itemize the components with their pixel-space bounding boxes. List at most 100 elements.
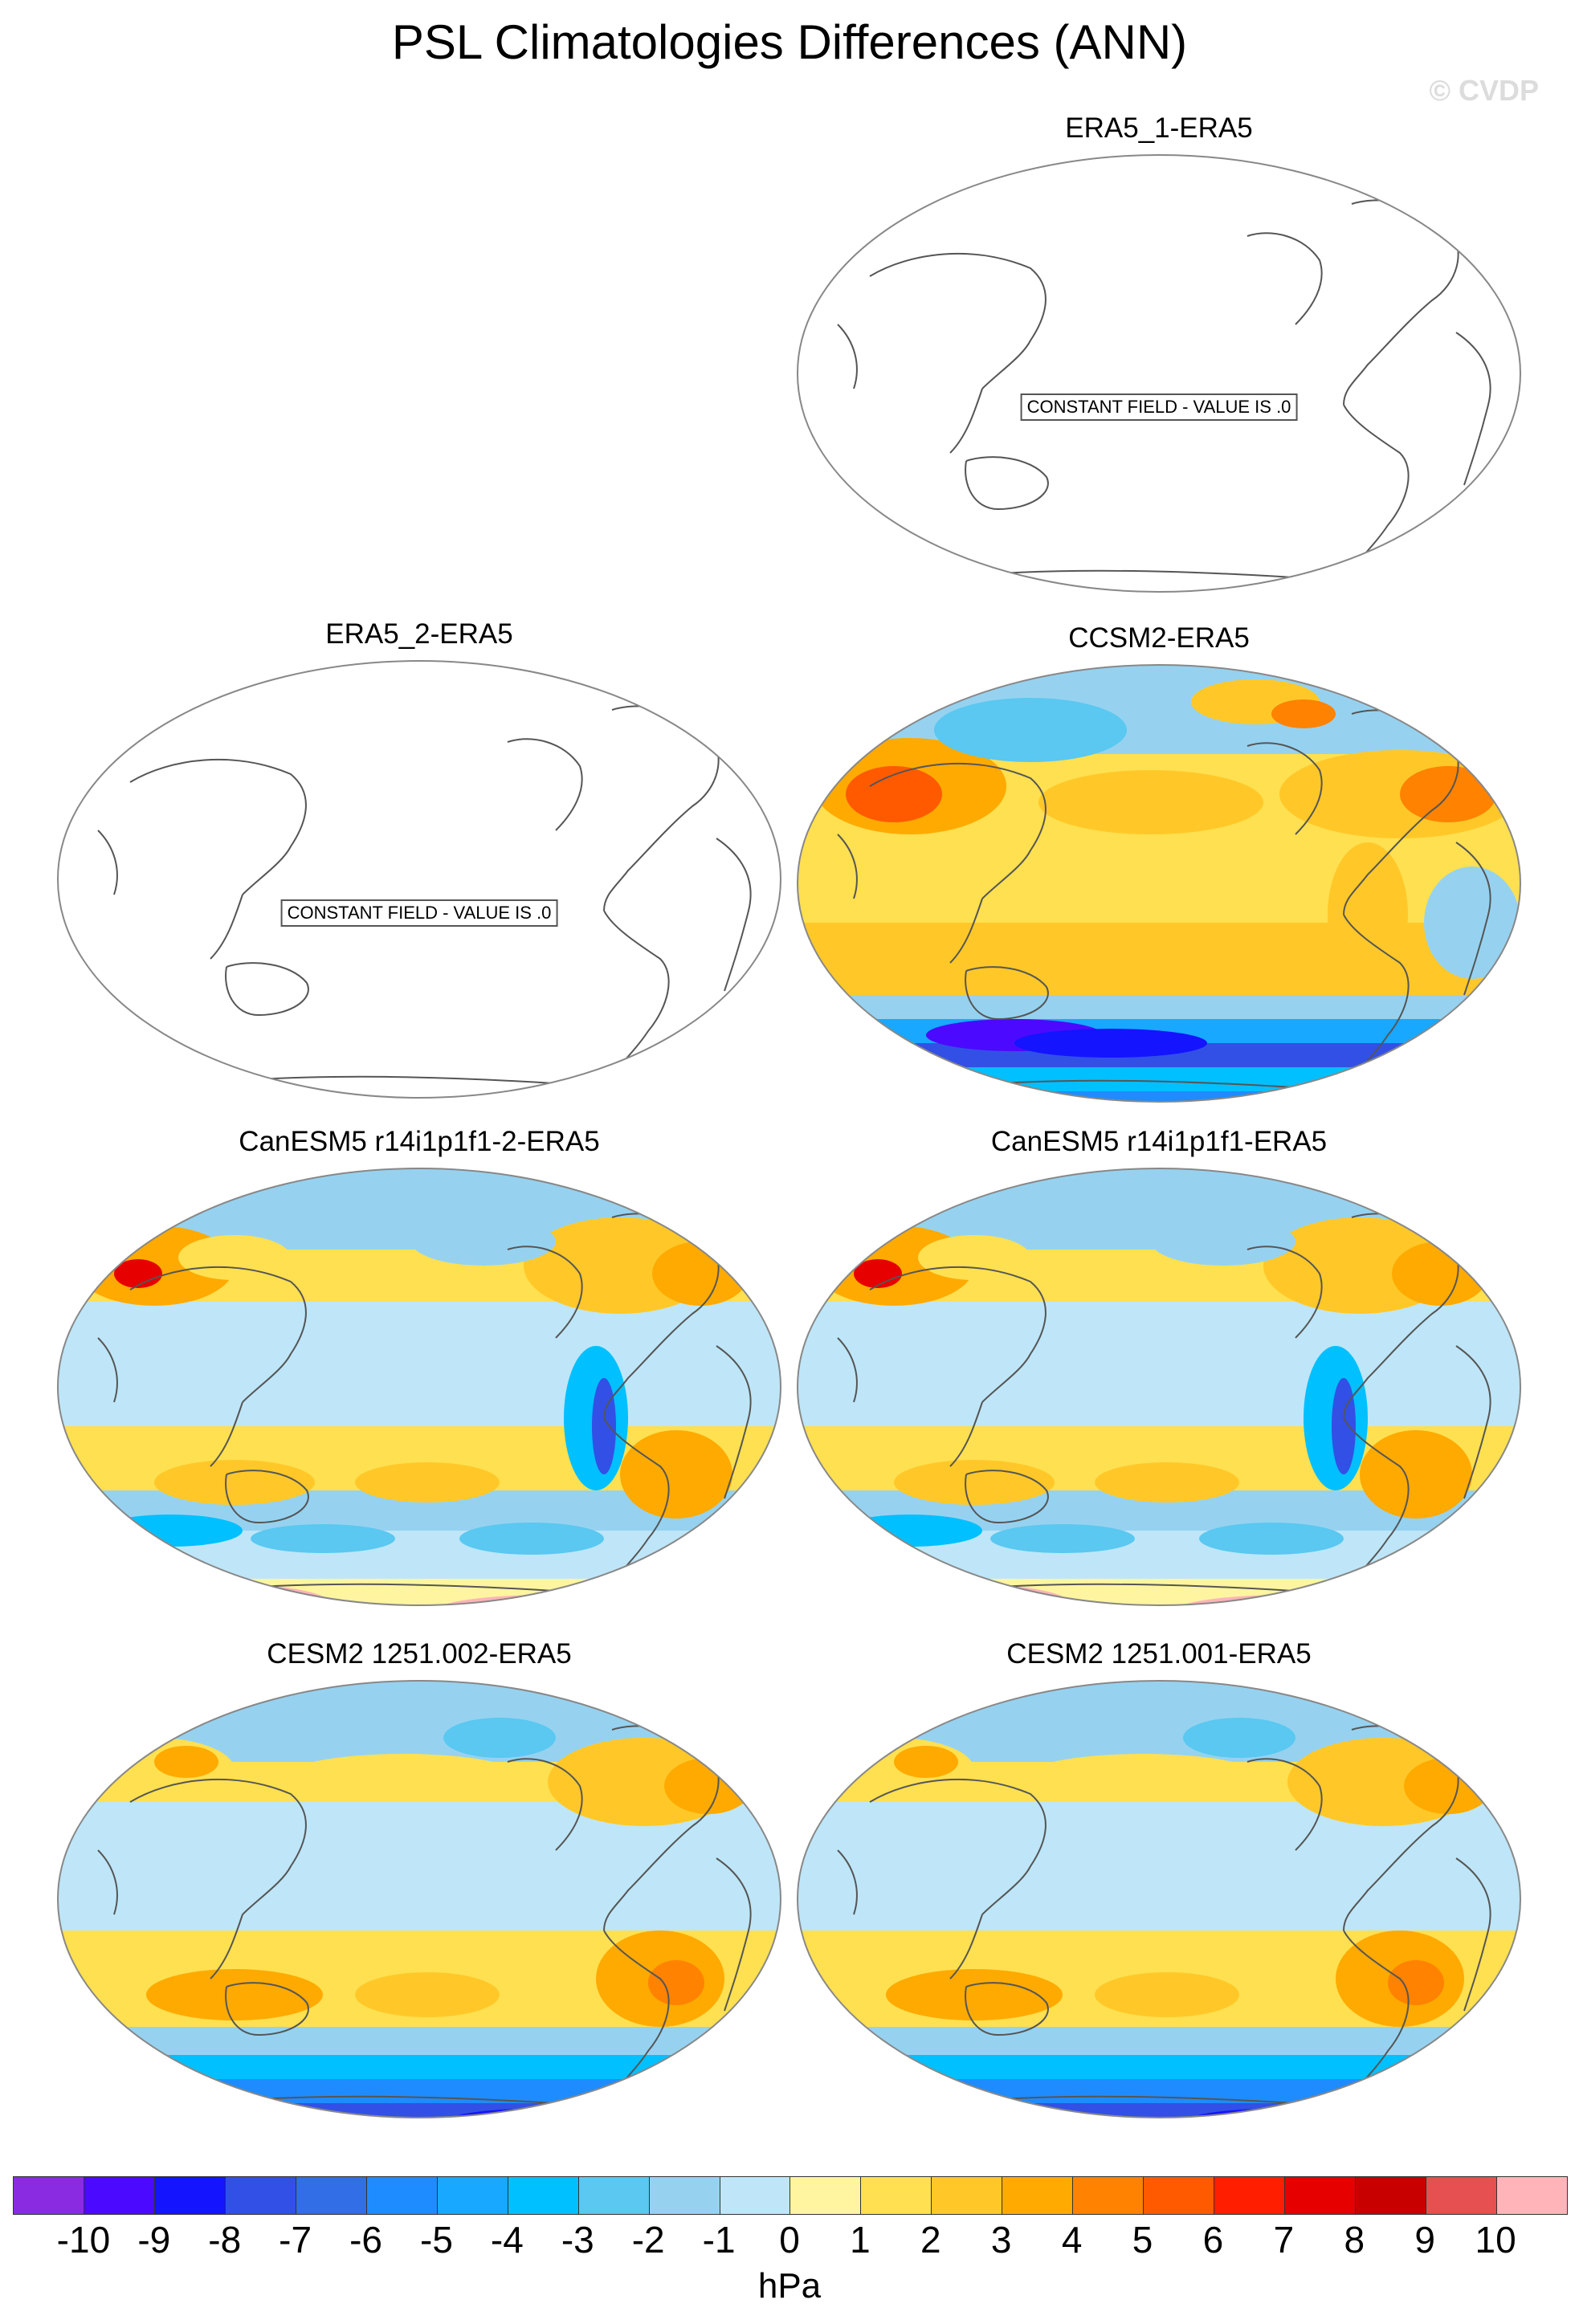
contour-band bbox=[58, 2027, 781, 2055]
map-panel-cesm2-001: CESM2 1251.001-ERA5 bbox=[790, 1638, 1528, 2136]
panel-title: ERA5_2-ERA5 bbox=[325, 618, 513, 650]
contour-blob bbox=[838, 1515, 982, 1547]
coastline bbox=[837, 324, 858, 389]
colorbar-swatch bbox=[1144, 2177, 1215, 2214]
colorbar-tick-label: 3 bbox=[990, 2219, 1012, 2261]
coastline bbox=[949, 898, 983, 964]
contour-blob bbox=[443, 1718, 556, 1758]
colorbar-tick-label: -5 bbox=[420, 2219, 453, 2261]
contour-blob bbox=[990, 1524, 1135, 1553]
contour-band bbox=[798, 2027, 1520, 2055]
contour-band bbox=[798, 2103, 1520, 2118]
colorbar-tick-label: -9 bbox=[137, 2219, 171, 2261]
coastline bbox=[129, 758, 307, 895]
contour-band bbox=[798, 2055, 1520, 2079]
colorbar-tick-label: 7 bbox=[1273, 2219, 1295, 2261]
colorbar-swatch bbox=[508, 2177, 579, 2214]
map-panel-era5-1: ERA5_1-ERA5 CONSTANT FIELD - VALUE IS .0 bbox=[790, 112, 1528, 610]
contour-band bbox=[58, 1579, 781, 1605]
coastline bbox=[837, 1337, 858, 1403]
contour-blob bbox=[1151, 1217, 1295, 1266]
constant-field-label: CONSTANT FIELD - VALUE IS .0 bbox=[280, 899, 558, 927]
contour-blob bbox=[98, 1515, 243, 1547]
contour-blob bbox=[251, 1524, 395, 1553]
contour-band bbox=[798, 1302, 1520, 1426]
contour-blob bbox=[114, 1259, 162, 1288]
coastline bbox=[869, 252, 1047, 389]
map-outline bbox=[56, 1680, 782, 2118]
colorbar-swatch bbox=[1002, 2177, 1074, 2214]
colorbar-swatch bbox=[1073, 2177, 1144, 2214]
colorbar-tick-label: 4 bbox=[1061, 2219, 1083, 2261]
map-plot bbox=[56, 660, 782, 1099]
colorbar-swatch bbox=[578, 2177, 650, 2214]
colorbar-tick-label: 10 bbox=[1475, 2219, 1516, 2261]
coastline bbox=[949, 1401, 983, 1467]
contour-band bbox=[798, 995, 1520, 1019]
contour-blob bbox=[154, 1460, 315, 1505]
coastline bbox=[716, 1345, 752, 1499]
colorbar-swatch bbox=[649, 2177, 720, 2214]
contour-blob bbox=[1404, 1758, 1492, 1814]
coastline bbox=[210, 1914, 243, 1979]
colorbar-swatch bbox=[790, 2177, 862, 2214]
contour-blob bbox=[1183, 1718, 1295, 1758]
coastline bbox=[1455, 332, 1491, 486]
coastline bbox=[225, 1982, 309, 2037]
map-outline bbox=[56, 660, 782, 1099]
coastline bbox=[837, 1849, 858, 1915]
contour-band bbox=[58, 2103, 781, 2118]
contour-blob bbox=[894, 1746, 958, 1778]
coastline bbox=[1455, 1345, 1491, 1499]
contour-blob bbox=[178, 1235, 291, 1280]
contour-blob bbox=[886, 1075, 1014, 1102]
colorbar-swatch bbox=[296, 2177, 367, 2214]
colorbar-tick-label: -6 bbox=[349, 2219, 382, 2261]
coastline bbox=[97, 830, 118, 895]
colorbar-tick-label: -10 bbox=[56, 2219, 111, 2261]
coastline bbox=[965, 1982, 1049, 2037]
colorbar bbox=[13, 2176, 1568, 2215]
map-panel-canesm5: CanESM5 r14i1p1f1-ERA5 bbox=[790, 1126, 1528, 1624]
field-contours bbox=[798, 1681, 1520, 2118]
coastline bbox=[869, 1778, 1047, 1915]
map-outline bbox=[796, 664, 1522, 1103]
field-contours bbox=[798, 1168, 1520, 1605]
colorbar-swatch bbox=[932, 2177, 1003, 2214]
coastline bbox=[869, 762, 1047, 899]
coastline bbox=[1455, 1857, 1491, 2012]
map-panel-era5-2: ERA5_2-ERA5 CONSTANT FIELD - VALUE IS .0 bbox=[50, 618, 789, 1116]
contour-band bbox=[58, 2079, 781, 2103]
colorbar-swatch bbox=[1426, 2177, 1498, 2214]
coastline bbox=[965, 966, 1049, 1021]
contour-band bbox=[58, 2055, 781, 2079]
contour-blob bbox=[355, 1462, 500, 1502]
coastline bbox=[965, 456, 1049, 511]
colorbar-tick-label: 8 bbox=[1344, 2219, 1365, 2261]
colorbar-unit-label: hPa bbox=[757, 2266, 822, 2306]
watermark: © CVDP bbox=[1429, 74, 1539, 107]
coastline bbox=[869, 1266, 1047, 1403]
colorbar-tick-label: 1 bbox=[850, 2219, 871, 2261]
contour-band bbox=[798, 1067, 1520, 1091]
contour-blob bbox=[1022, 1754, 1263, 1802]
contour-blob bbox=[918, 1235, 1030, 1280]
colorbar-tick-label: -4 bbox=[490, 2219, 524, 2261]
colorbar-tick-label: -7 bbox=[279, 2219, 312, 2261]
map-outline bbox=[56, 1168, 782, 1606]
contour-blob bbox=[154, 1746, 218, 1778]
contour-blob bbox=[1392, 1242, 1488, 1306]
coastline bbox=[716, 838, 752, 992]
coastline bbox=[949, 388, 983, 454]
colorbar-swatch bbox=[1214, 2177, 1286, 2214]
panel-title: CCSM2-ERA5 bbox=[1068, 622, 1250, 654]
contour-blob bbox=[1095, 1972, 1239, 2017]
contour-band bbox=[798, 1091, 1520, 1102]
contour-blob bbox=[1095, 1462, 1239, 1502]
constant-field-label: CONSTANT FIELD - VALUE IS .0 bbox=[1020, 393, 1298, 421]
coastline bbox=[210, 1401, 243, 1467]
coastline bbox=[129, 1266, 307, 1403]
map-plot bbox=[796, 1168, 1522, 1606]
contour-blob bbox=[648, 1960, 704, 2005]
contour-blob bbox=[1199, 1523, 1344, 1555]
